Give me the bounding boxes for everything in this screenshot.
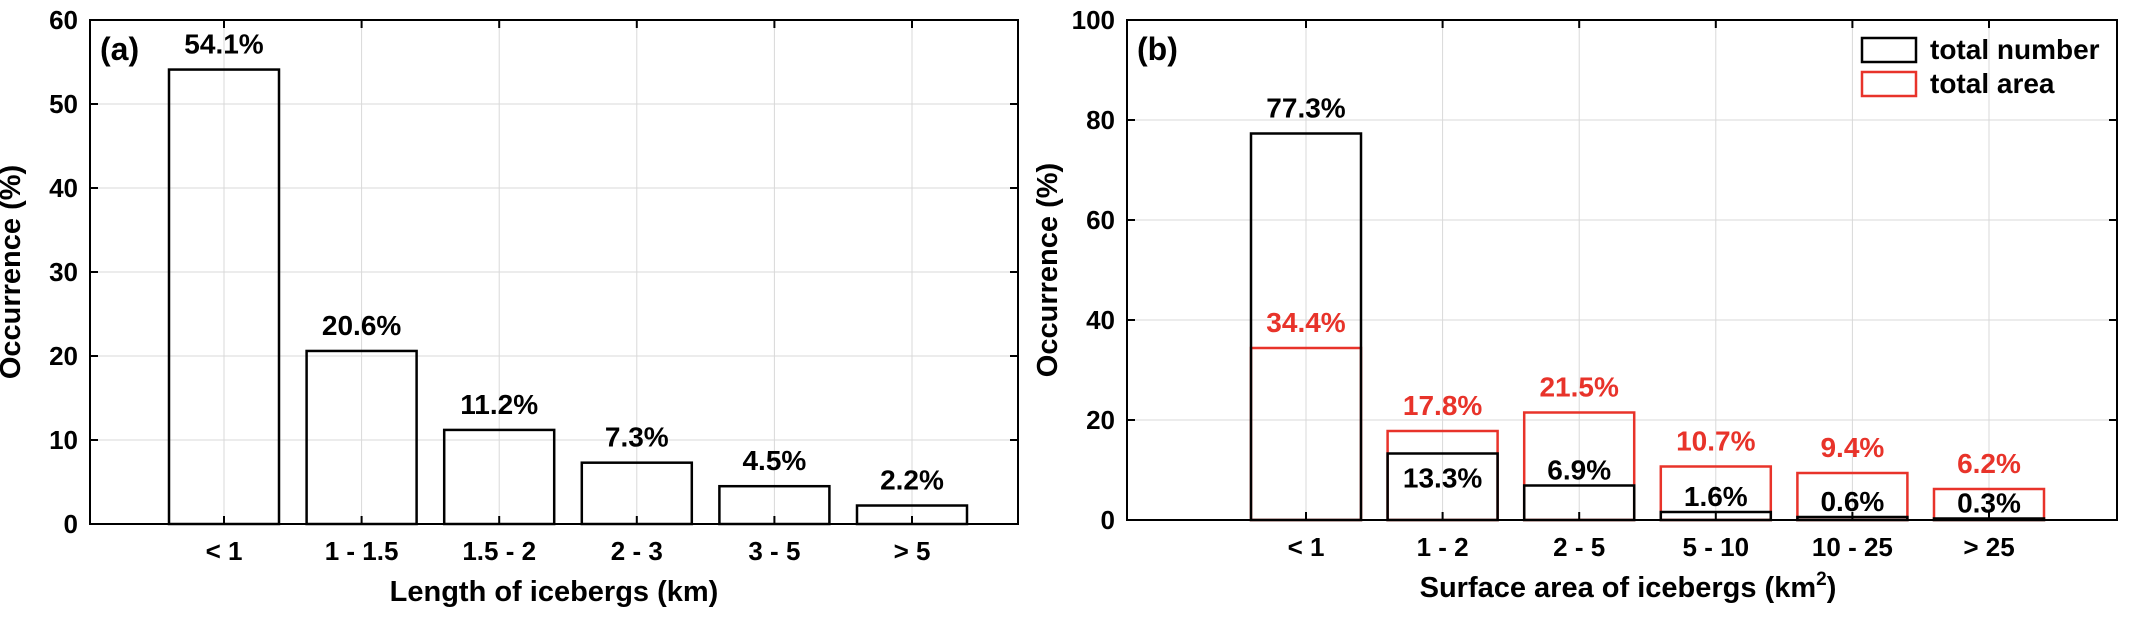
- panel-b: 77.3%13.3% 6.9%1.6% 0.6% 0.3%34.4%17.8%21.5…: [1032, 5, 2118, 604]
- panel-a: 54.1% 20.6% 11.2% 7.3% 4.5% 2.2% 0 10 20 30 40 50 6…: [0, 5, 1019, 608]
- panel-a-x-axis-label: Length of icebergs (km): [390, 576, 719, 608]
- a-y-tick-label: 50: [49, 89, 78, 119]
- panel-a-label: (a): [100, 31, 139, 67]
- data-label-total-number: 0.6%: [1820, 486, 1884, 517]
- b-y-tick-label: 40: [1086, 305, 1115, 335]
- panel-a-frame: [89, 19, 1019, 525]
- data-label-total-area: 17.8%: [1403, 390, 1482, 421]
- a-y-tick-label: 40: [49, 173, 78, 203]
- panel-b-ticks: 0 20 40 60 80 100 < 1 1 - 2 2 - 5 5 - 10 10 - 25 > …: [1072, 5, 2117, 562]
- a-y-tick-label: 10: [49, 425, 78, 455]
- b-x-tick-label: 10 - 25: [1812, 532, 1893, 562]
- a-y-tick-label: 60: [49, 5, 78, 35]
- b-x-tick-label: > 25: [1963, 532, 2014, 562]
- panel-b-label: (b): [1137, 31, 1178, 67]
- data-label-total-number: 1.6%: [1684, 481, 1748, 512]
- data-label-occurrence: 20.6%: [322, 310, 401, 341]
- data-label-total-area: 10.7%: [1676, 426, 1755, 457]
- data-label-total-area: 9.4%: [1820, 432, 1884, 463]
- b-y-tick-label: 60: [1086, 205, 1115, 235]
- panel-b-bars: 77.3%13.3% 6.9%1.6% 0.6% 0.3%34.4%17.8%21.5…: [1249, 93, 2046, 522]
- data-label-total-number: 13.3%: [1403, 463, 1482, 494]
- legend-swatch-total-number: [1860, 36, 1918, 64]
- legend-label-total-number: total number: [1930, 34, 2100, 65]
- data-label-occurrence: 11.2%: [460, 389, 538, 420]
- b-x-tick-label: < 1: [1288, 532, 1325, 562]
- data-label-occurrence: 2.2%: [880, 465, 944, 496]
- a-x-tick-label: < 1: [206, 536, 243, 566]
- a-x-tick-label: 3 - 5: [748, 536, 800, 566]
- b-y-tick-label: 0: [1101, 505, 1115, 535]
- data-label-occurrence: 54.1%: [184, 29, 263, 60]
- b-x-tick-label: 2 - 5: [1553, 532, 1605, 562]
- panel-b-x-axis-label-main: Surface area of icebergs (km: [1420, 572, 1817, 604]
- panel-a-ticks: 0 10 20 30 40 50 60 < 1 1 - 1.5 1.5 - 2 2 - 3 3 - 5…: [49, 5, 1018, 566]
- panel-b-x-axis-label-superscript: 2: [1816, 569, 1827, 590]
- a-y-tick-label: 30: [49, 257, 78, 287]
- b-y-tick-label: 100: [1072, 5, 1115, 35]
- data-label-total-number: 6.9%: [1547, 455, 1611, 486]
- a-x-tick-label: 1 - 1.5: [325, 536, 399, 566]
- data-label-occurrence: 4.5%: [742, 445, 806, 476]
- panel-b-x-axis-label-end: ): [1827, 572, 1837, 604]
- panel-b-frame: [1126, 19, 2118, 521]
- data-label-total-area: 34.4%: [1266, 307, 1345, 338]
- panel-a-bars: 54.1% 20.6% 11.2% 7.3% 4.5% 2.2%: [167, 29, 969, 526]
- panel-b-legend: total number total area: [1860, 34, 2100, 99]
- panel-b-grid: [1127, 20, 2117, 520]
- panel-a-grid: [90, 20, 1018, 524]
- panel-b-x-axis-label: Surface area of icebergs (km2): [1420, 569, 1837, 604]
- a-x-tick-label: > 5: [894, 536, 931, 566]
- a-x-tick-label: 1.5 - 2: [462, 536, 536, 566]
- b-x-tick-label: 1 - 2: [1417, 532, 1469, 562]
- a-y-tick-label: 0: [64, 509, 78, 539]
- b-y-tick-label: 20: [1086, 405, 1115, 435]
- data-label-occurrence: 7.3%: [605, 422, 669, 453]
- a-y-tick-label: 20: [49, 341, 78, 371]
- data-label-total-area: 21.5%: [1539, 372, 1618, 403]
- panel-a-y-axis-label: Occurrence (%): [0, 165, 27, 379]
- b-x-tick-label: 5 - 10: [1683, 532, 1750, 562]
- legend-label-total-area: total area: [1930, 68, 2055, 99]
- b-y-tick-label: 80: [1086, 105, 1115, 135]
- data-label-total-number: 77.3%: [1266, 93, 1345, 124]
- a-x-tick-label: 2 - 3: [611, 536, 663, 566]
- panel-b-y-axis-label: Occurrence (%): [1032, 163, 1064, 377]
- data-label-total-area: 6.2%: [1957, 448, 2021, 479]
- legend-swatch-total-area: [1860, 70, 1918, 98]
